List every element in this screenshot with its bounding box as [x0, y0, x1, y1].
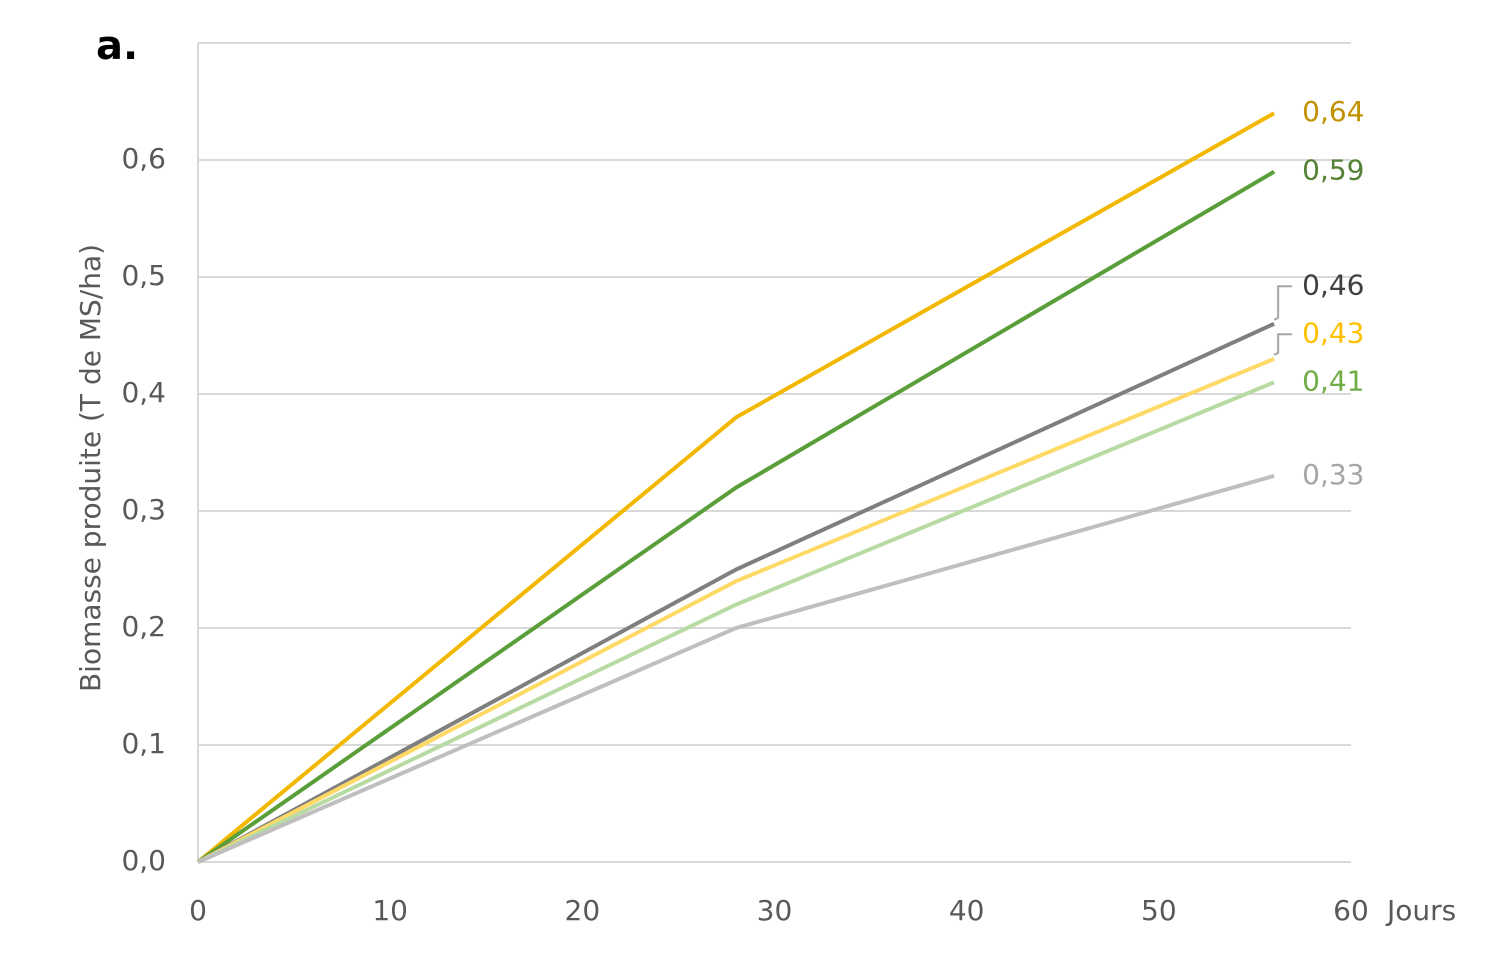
line-series: [197, 357, 1275, 864]
y-tick-label: 0,1: [121, 727, 166, 760]
line-series: [197, 473, 1275, 864]
data-label: 0,59: [1302, 154, 1364, 187]
leader-line: [1273, 333, 1293, 356]
line-series: [196, 169, 1276, 864]
x-tick-label: 0: [189, 894, 207, 927]
panel-label: a.: [96, 23, 138, 69]
x-tick-label: 30: [757, 894, 793, 927]
x-tick-label: 10: [372, 894, 408, 927]
line-series: [196, 111, 1276, 864]
y-tick-label: 0,3: [121, 493, 166, 526]
line-series: [197, 380, 1275, 864]
y-tick-label: 0,6: [121, 142, 166, 175]
line-series: [197, 321, 1275, 864]
y-tick-label: 0,4: [121, 376, 166, 409]
y-tick-label: 0,2: [121, 610, 166, 643]
x-tick-label: 60: [1333, 894, 1369, 927]
x-tick-label: 20: [565, 894, 601, 927]
data-label: 0,33: [1302, 458, 1364, 491]
data-label: 0,43: [1302, 316, 1364, 349]
y-axis-label: Biomasse produite (T de MS/ha): [74, 244, 107, 692]
x-axis-label: Jours: [1385, 894, 1456, 927]
data-label: 0,46: [1302, 268, 1364, 301]
data-label: 0,41: [1302, 364, 1364, 397]
y-tick-label: 0,0: [121, 844, 166, 877]
data-label: 0,64: [1302, 95, 1364, 128]
x-tick-label: 50: [1141, 894, 1177, 927]
y-tick-label: 0,5: [121, 259, 166, 292]
x-tick-label: 40: [949, 894, 985, 927]
leader-line: [1273, 285, 1293, 321]
